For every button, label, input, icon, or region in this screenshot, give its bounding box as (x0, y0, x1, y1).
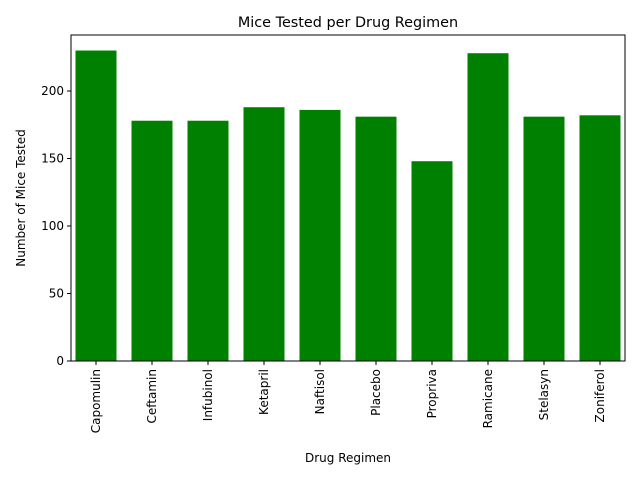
bar-stelasyn (523, 116, 565, 361)
y-axis-label: Number of Mice Tested (14, 129, 28, 267)
y-tick-label: 150 (41, 152, 64, 166)
x-tick-label: Ceftamin (145, 369, 159, 423)
bars-group (75, 50, 621, 362)
y-tick-label: 200 (41, 84, 64, 98)
x-tick-label: Naftisol (313, 369, 327, 414)
x-axis-label: Drug Regimen (305, 451, 391, 465)
plot-frame (70, 34, 626, 362)
x-tick-label: Zoniferol (593, 369, 607, 422)
bar-ketapril (243, 107, 285, 361)
x-tick-label: Capomulin (89, 369, 103, 433)
y-tick-label: 0 (56, 354, 64, 368)
x-tick-label: Placebo (369, 369, 383, 416)
bar-capomulin (75, 50, 117, 362)
bar-ceftamin (131, 120, 173, 361)
y-tick-label: 50 (49, 287, 64, 301)
bar-infubinol (187, 120, 229, 361)
chart-title: Mice Tested per Drug Regimen (238, 15, 458, 31)
y-tick-label: 100 (41, 219, 64, 233)
bar-naftisol (299, 109, 341, 361)
x-tick-label: Stelasyn (537, 369, 551, 420)
x-tick-label: Infubinol (201, 369, 215, 421)
bar-propriva (411, 161, 453, 361)
bar-placebo (355, 116, 397, 361)
y-axis: 0 50 100 150 200 (41, 84, 71, 368)
x-tick-label: Ketapril (257, 369, 271, 415)
x-axis: Capomulin Ceftamin Infubinol Ketapril Naftis… (89, 361, 607, 433)
x-tick-label: Propriva (425, 369, 439, 418)
x-tick-label: Ramicane (481, 369, 495, 428)
bar-ramicane (467, 53, 509, 361)
bar-zoniferol (579, 115, 621, 361)
